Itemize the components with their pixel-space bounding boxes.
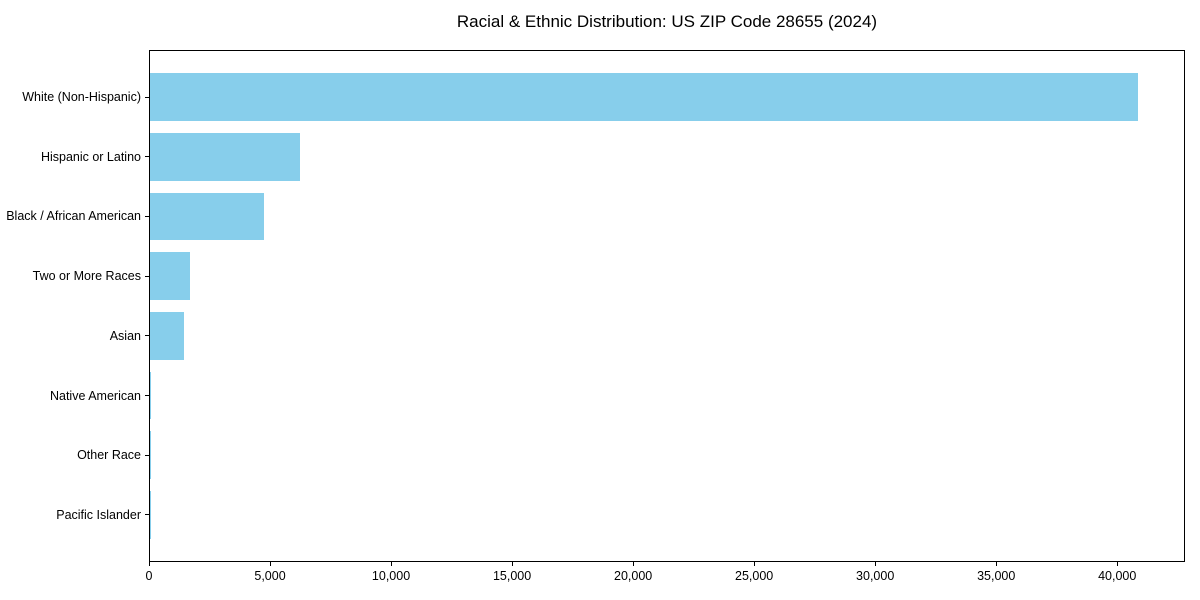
y-tick-mark bbox=[145, 514, 149, 516]
y-tick-mark bbox=[145, 395, 149, 396]
plot-area bbox=[149, 50, 1185, 562]
y-tick-mark bbox=[145, 156, 149, 158]
y-tick-mark bbox=[145, 96, 149, 98]
bar bbox=[150, 192, 264, 241]
bar bbox=[150, 311, 184, 360]
y-axis-label: Other Race bbox=[77, 448, 141, 463]
x-tick-label: 5,000 bbox=[254, 569, 286, 583]
bar bbox=[150, 73, 1138, 121]
x-tick-label: 40,000 bbox=[1098, 569, 1137, 583]
y-tick-mark bbox=[145, 454, 149, 456]
chart-title: Racial & Ethnic Distribution: US ZIP Cod… bbox=[456, 12, 878, 31]
y-axis-label: Pacific Islander bbox=[56, 507, 141, 522]
x-tick-label: 10,000 bbox=[371, 569, 411, 583]
bar bbox=[150, 252, 190, 301]
bar bbox=[150, 371, 152, 420]
y-axis-label: White (Non-Hispanic) bbox=[22, 90, 141, 105]
bar bbox=[150, 431, 151, 480]
x-tick-label: 20,000 bbox=[613, 569, 653, 583]
x-tick-mark bbox=[995, 562, 997, 566]
y-axis-label: Two or More Races bbox=[32, 269, 141, 284]
y-axis-label: Asian bbox=[109, 328, 141, 343]
bar bbox=[150, 132, 301, 181]
y-tick-mark bbox=[145, 215, 149, 217]
y-tick-mark bbox=[145, 335, 149, 337]
x-tick-mark bbox=[1116, 562, 1118, 566]
y-axis-label: Native American bbox=[49, 388, 141, 403]
x-tick-mark bbox=[511, 562, 513, 566]
x-tick-mark bbox=[148, 562, 150, 566]
x-tick-label: 0 bbox=[145, 569, 153, 583]
x-tick-label: 30,000 bbox=[856, 569, 895, 583]
x-tick-label: 35,000 bbox=[977, 569, 1016, 583]
x-tick-label: 25,000 bbox=[735, 569, 774, 583]
x-tick-label: 15,000 bbox=[492, 569, 532, 583]
x-tick-mark bbox=[874, 562, 876, 566]
y-axis-label: Black / African American bbox=[6, 209, 141, 224]
x-tick-mark bbox=[753, 562, 755, 566]
y-axis-label: Hispanic or Latino bbox=[40, 149, 141, 164]
x-tick-mark bbox=[632, 562, 634, 566]
y-tick-mark bbox=[145, 275, 149, 277]
x-tick-mark bbox=[269, 562, 271, 566]
x-tick-mark bbox=[390, 562, 392, 566]
